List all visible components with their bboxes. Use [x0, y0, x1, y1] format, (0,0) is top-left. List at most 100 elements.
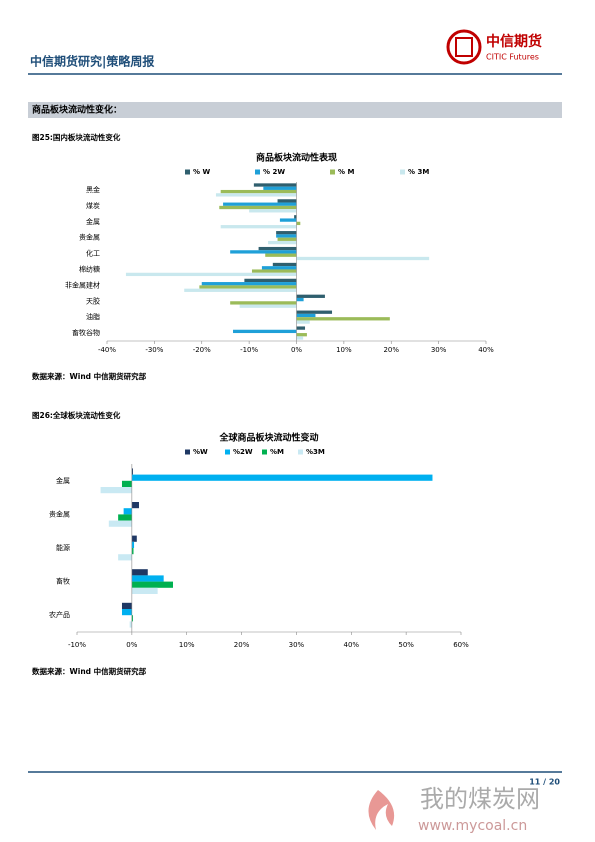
category-label: 贵金属 [49, 509, 70, 518]
bar [131, 615, 133, 622]
logo-icon [446, 29, 482, 65]
chart-title: 全球商品板块流动性变动 [218, 432, 318, 444]
bar [184, 288, 297, 292]
bar [131, 541, 135, 548]
bar [219, 205, 297, 210]
category-label: 煤炭 [86, 201, 100, 210]
legend-label: %2W [233, 448, 253, 456]
x-tick-label: 10% [336, 346, 352, 354]
category-label: 金属 [86, 217, 100, 226]
bar [230, 301, 297, 305]
category-label: 天胶 [86, 296, 100, 305]
x-tick-label: 40% [344, 641, 360, 649]
logo-icon [455, 37, 473, 57]
bar [199, 285, 297, 289]
bar [121, 480, 132, 487]
bar [131, 548, 134, 555]
page-number: 11 / 20 [529, 778, 560, 787]
bar [131, 474, 433, 481]
bar [277, 237, 297, 241]
x-tick-label: 20% [234, 641, 250, 649]
bar [220, 225, 297, 229]
legend-swatch [225, 449, 230, 455]
legend-label: %W [193, 448, 208, 456]
bar [131, 575, 164, 582]
category-label: 农产品 [49, 610, 70, 619]
header-title: 中信期货研究|策略周报 [30, 54, 154, 69]
bar [131, 468, 133, 475]
bar [276, 231, 297, 235]
bar [296, 297, 304, 302]
category-label: 畜牧谷物 [72, 328, 100, 337]
bar [296, 336, 304, 340]
bar [258, 246, 297, 251]
bar [131, 569, 148, 576]
bar [131, 502, 139, 509]
legend-swatch [255, 169, 260, 175]
bar [253, 183, 297, 187]
chart-title: 商品板块流动性表现 [256, 152, 337, 164]
bar [296, 310, 333, 314]
section-title: 商品板块流动性变化： [32, 104, 122, 116]
legend-label: % M [338, 168, 354, 176]
bar [233, 329, 297, 334]
bar [118, 554, 132, 561]
logo-cn: 中信期货 [486, 33, 542, 50]
bar [201, 282, 297, 286]
section-bar [28, 102, 562, 118]
bar [220, 189, 297, 194]
bar [277, 199, 297, 203]
bar [121, 609, 132, 616]
category-label: 黑金 [86, 185, 100, 194]
category-label: 非金属建材 [65, 280, 100, 289]
bar [129, 621, 132, 628]
bar [296, 317, 390, 321]
category-label: 贵金属 [79, 233, 100, 242]
bar [251, 269, 297, 273]
x-tick-label: -10% [68, 641, 86, 649]
category-label: 棉纺糖 [79, 264, 100, 273]
bar [261, 266, 297, 270]
bar [294, 215, 297, 219]
bar [279, 218, 297, 222]
legend-swatch [185, 169, 190, 175]
bar [244, 278, 297, 283]
legend-swatch [262, 449, 267, 455]
bar [131, 587, 158, 594]
legend-label: %M [270, 448, 284, 456]
bar [296, 256, 430, 261]
category-label: 金属 [56, 476, 70, 485]
legend-label: %3M [306, 448, 325, 456]
x-tick-label: 30% [289, 641, 305, 649]
x-tick-label: 60% [453, 641, 469, 649]
bar [296, 294, 325, 298]
watermark-name: 我的煤炭网 [420, 785, 540, 813]
bar [263, 186, 297, 190]
bar [118, 514, 132, 521]
bar [276, 234, 297, 238]
bar [239, 304, 297, 308]
bar [123, 508, 132, 515]
bar [272, 262, 297, 267]
bar [108, 520, 132, 527]
bar [296, 333, 307, 337]
bar [215, 193, 297, 197]
bar [131, 535, 137, 542]
x-tick-label: 10% [179, 641, 195, 649]
bar [125, 272, 297, 277]
figure-source: 数据来源：Wind 中信期货研究部 [32, 371, 147, 381]
legend-label: % 2W [263, 168, 285, 176]
figure-caption: 图25:国内板块流动性变化 [32, 132, 121, 142]
x-tick-label: 40% [478, 346, 494, 354]
category-label: 化工 [86, 249, 100, 258]
category-label: 畜牧 [56, 577, 70, 586]
legend-swatch [185, 449, 190, 455]
legend-swatch [330, 169, 335, 175]
bar [249, 209, 297, 213]
legend-swatch [400, 169, 405, 175]
bar [265, 253, 297, 257]
category-label: 能源 [56, 543, 70, 552]
legend-swatch [298, 449, 303, 455]
